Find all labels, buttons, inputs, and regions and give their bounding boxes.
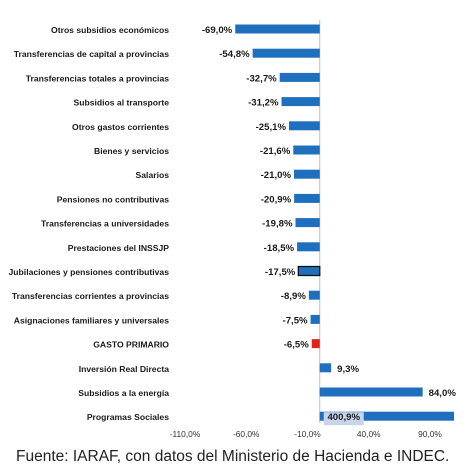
bar xyxy=(310,314,320,324)
x-tick-label: 40,0% xyxy=(357,429,381,439)
category-label: Salarios xyxy=(136,170,170,180)
bar xyxy=(319,363,332,373)
category-label: Transferencias corrientes a provincias xyxy=(12,291,169,301)
data-label: -8,9% xyxy=(281,291,307,302)
data-label: -21,0% xyxy=(261,170,292,181)
data-label: -31,2% xyxy=(248,98,279,109)
category-label: Subsidios al transporte xyxy=(73,98,169,108)
data-label: -25,1% xyxy=(256,122,287,133)
category-label: Transferencias totales a provincias xyxy=(26,73,170,83)
bar xyxy=(279,72,320,82)
category-label: Bienes y servicios xyxy=(94,146,169,156)
data-label: 84,0% xyxy=(429,388,457,399)
data-label: -21,6% xyxy=(260,146,291,157)
bar xyxy=(311,339,320,349)
x-tick-label: -60,0% xyxy=(233,429,260,439)
bar xyxy=(252,48,320,58)
category-label: Programas Sociales xyxy=(87,412,169,422)
bar xyxy=(297,242,320,252)
category-label: Asignaciones familiares y universales xyxy=(14,315,169,325)
bar xyxy=(319,411,454,421)
bar xyxy=(293,145,320,155)
category-label: Transferencias a universidades xyxy=(41,219,169,229)
category-label: Pensiones no contributivas xyxy=(57,194,169,204)
data-label: -17,5% xyxy=(265,267,296,278)
x-tick-label: -10,0% xyxy=(294,429,321,439)
data-label: -6,5% xyxy=(284,340,310,351)
category-label: Transferencias de capital a provincias xyxy=(14,49,169,59)
bar xyxy=(308,290,320,300)
category-label: GASTO PRIMARIO xyxy=(93,340,169,350)
bar xyxy=(319,387,423,397)
data-label: -54,8% xyxy=(219,49,250,60)
bar xyxy=(294,169,320,179)
data-label-badge xyxy=(323,412,364,426)
bar xyxy=(295,218,320,228)
data-label: -32,7% xyxy=(246,73,277,84)
category-label: Prestaciones del INSSJP xyxy=(68,243,170,253)
data-label: -18,5% xyxy=(264,243,295,254)
bar xyxy=(297,265,321,277)
data-label: -19,8% xyxy=(262,219,293,230)
data-label: -20,9% xyxy=(261,194,292,205)
data-label: 9,3% xyxy=(337,364,359,375)
x-tick-label: -110,0% xyxy=(170,429,201,439)
data-label: -7,5% xyxy=(283,315,309,326)
data-label: 400,9% xyxy=(327,412,360,423)
category-label: Subsidios a la energía xyxy=(78,388,169,398)
bar xyxy=(294,193,320,203)
bar xyxy=(235,24,320,34)
bar xyxy=(281,97,320,107)
category-label: Inversión Real Directa xyxy=(79,364,169,374)
category-label: Jubilaciones y pensiones contributivas xyxy=(9,267,170,277)
bar xyxy=(289,121,320,131)
x-tick-label: 90,0% xyxy=(418,429,442,439)
category-label: Otros subsidios económicos xyxy=(51,25,169,35)
source-note: Fuente: IARAF, con datos del Ministerio … xyxy=(16,448,450,465)
data-label: -69,0% xyxy=(202,25,233,36)
category-label: Otros gastos corrientes xyxy=(72,122,169,132)
